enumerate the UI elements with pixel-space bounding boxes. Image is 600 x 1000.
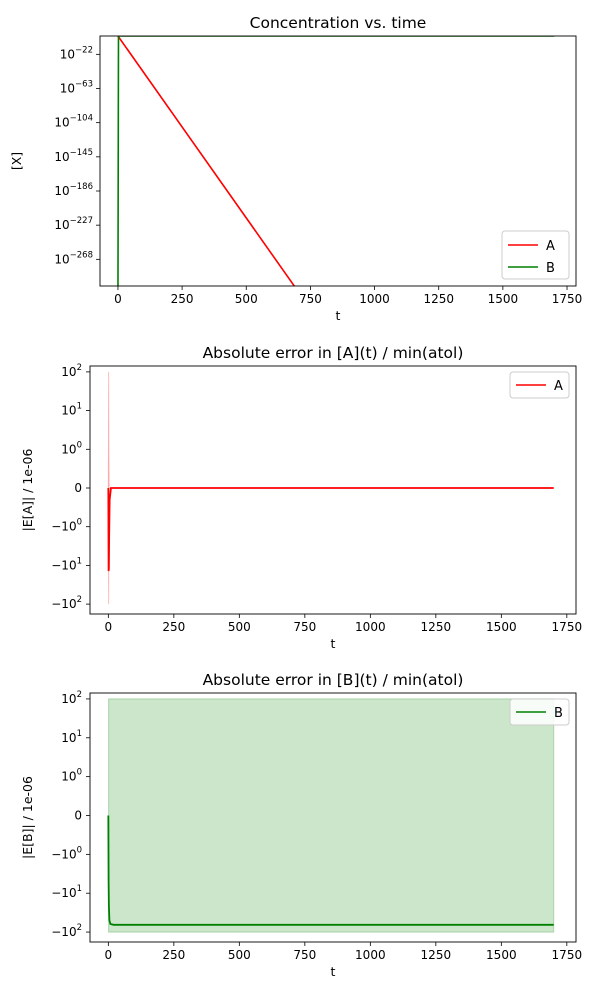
y-tick-label: 10−145 bbox=[54, 148, 93, 164]
legend-label-A: A bbox=[554, 379, 563, 394]
x-tick-label: 0 bbox=[105, 948, 113, 962]
x-tick-label: 1000 bbox=[355, 620, 386, 634]
x-tick-label: 250 bbox=[171, 292, 194, 306]
x-tick-label: 1750 bbox=[552, 620, 583, 634]
series-line-A bbox=[107, 487, 554, 572]
x-tick-label: 1250 bbox=[421, 948, 452, 962]
axes-frame bbox=[89, 365, 577, 615]
y-tick-label: 10−63 bbox=[60, 80, 93, 96]
x-tick-label: 0 bbox=[105, 620, 113, 634]
y-axis-label: |E[B]| / 1e-06 bbox=[20, 776, 35, 859]
x-tick-label: 750 bbox=[293, 620, 316, 634]
x-tick-label: 250 bbox=[162, 948, 185, 962]
y-tick-label: −102 bbox=[51, 923, 82, 939]
y-tick-label: −102 bbox=[51, 595, 82, 611]
y-tick-label: −100 bbox=[51, 845, 82, 861]
y-tick-label: 0 bbox=[74, 481, 82, 495]
y-tick-label: 10−22 bbox=[60, 45, 93, 61]
y-tick-label: 101 bbox=[61, 402, 82, 418]
chart-title: Concentration vs. time bbox=[250, 14, 427, 32]
x-tick-label: 500 bbox=[228, 948, 251, 962]
legend-label-B: B bbox=[546, 261, 555, 276]
x-tick-label: 1500 bbox=[488, 292, 519, 306]
x-tick-label: 1000 bbox=[359, 292, 390, 306]
y-tick-label: 10−104 bbox=[54, 114, 93, 130]
series-line-A bbox=[117, 36, 296, 286]
y-axis-label: [X] bbox=[9, 152, 24, 170]
y-tick-label: 101 bbox=[61, 729, 82, 745]
series-line-B bbox=[117, 36, 555, 286]
x-tick-label: 0 bbox=[114, 292, 122, 306]
y-tick-label: 10−268 bbox=[54, 250, 93, 266]
y-tick-label: 100 bbox=[61, 768, 82, 784]
x-tick-label: 1500 bbox=[486, 948, 517, 962]
x-tick-label: 1500 bbox=[486, 620, 517, 634]
y-tick-label: 0 bbox=[74, 809, 82, 823]
x-axis-label: t bbox=[331, 964, 336, 979]
chart-title: Absolute error in [B](t) / min(atol) bbox=[203, 671, 464, 689]
chart-title: Absolute error in [A](t) / min(atol) bbox=[203, 344, 464, 362]
error-band-B bbox=[108, 698, 555, 933]
series-line-B bbox=[107, 815, 554, 926]
y-tick-label: −101 bbox=[51, 884, 82, 900]
x-tick-label: 750 bbox=[299, 292, 322, 306]
x-axis-label: t bbox=[331, 636, 336, 651]
x-tick-label: 1250 bbox=[421, 620, 452, 634]
x-axis-label: t bbox=[336, 308, 341, 323]
y-axis-label: |E[A]| / 1e-06 bbox=[20, 449, 35, 532]
x-tick-label: 1750 bbox=[552, 292, 583, 306]
x-tick-label: 1250 bbox=[423, 292, 454, 306]
x-tick-label: 250 bbox=[162, 620, 185, 634]
chart-concentration: 10−22 10−63 10−104 10−145 10−186 10−227 10−268… bbox=[9, 14, 582, 323]
y-tick-label: 100 bbox=[61, 440, 82, 456]
x-tick-label: 500 bbox=[235, 292, 258, 306]
x-tick-label: 1750 bbox=[552, 948, 583, 962]
legend-label-B: B bbox=[554, 706, 563, 721]
y-tick-label: 102 bbox=[61, 690, 82, 706]
y-tick-label: −101 bbox=[51, 556, 82, 572]
axes-frame bbox=[99, 35, 577, 287]
y-tick-label: 10−186 bbox=[54, 182, 93, 198]
y-tick-label: −100 bbox=[51, 518, 82, 534]
x-tick-label: 1000 bbox=[355, 948, 386, 962]
legend-box bbox=[501, 230, 570, 280]
axes-frame bbox=[89, 692, 577, 943]
legend-label-A: A bbox=[546, 239, 555, 254]
error-band-A bbox=[107, 371, 554, 605]
x-tick-label: 500 bbox=[228, 620, 251, 634]
y-tick-label: 10−227 bbox=[54, 216, 93, 232]
y-tick-label: 102 bbox=[61, 363, 82, 379]
x-tick-label: 750 bbox=[293, 948, 316, 962]
